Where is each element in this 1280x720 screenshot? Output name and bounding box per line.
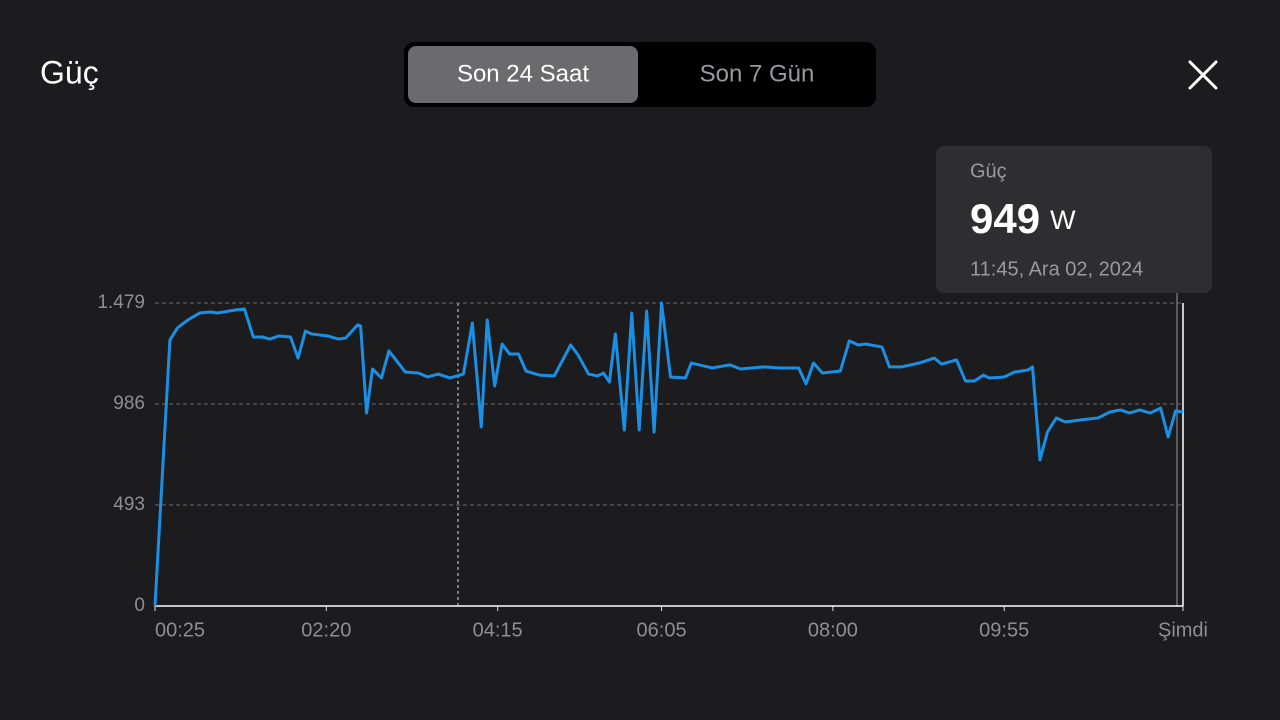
close-button[interactable]: [1188, 60, 1218, 90]
y-tick-label: 986: [113, 393, 145, 414]
tooltip-number: 949: [970, 195, 1040, 242]
line-series: [153, 301, 1184, 607]
tab-selected[interactable]: [408, 46, 638, 103]
tooltip-time: 11:45, Ara 02, 2024: [970, 258, 1143, 280]
tooltip-unit: W: [1050, 205, 1076, 235]
title: Güç: [40, 54, 99, 90]
x-tick-label: 09:55: [979, 619, 1029, 641]
x-tick-label: 00:25: [155, 619, 205, 641]
plot: 0 493 986 1.479 00:25 02:20 04:15 06:05 08:00 09:…: [97, 292, 1208, 641]
x-tick-label: 04:15: [473, 619, 523, 641]
y-tick-label: 493: [113, 494, 145, 515]
x-tick-label: Şimdi: [1158, 619, 1208, 641]
x-tick-label: 06:05: [637, 619, 687, 641]
y-tick-label: 0: [134, 595, 145, 616]
tooltip-value: 949 W: [970, 195, 1076, 242]
x-tick-label: 02:20: [301, 619, 351, 641]
tab[interactable]: Son 24 Saat: [457, 60, 589, 87]
tab[interactable]: Son 7 Gün: [700, 60, 815, 87]
y-tick-label: 1.479: [97, 292, 145, 313]
tooltip-label: Güç: [970, 160, 1007, 182]
x-tick-label: 08:00: [808, 619, 858, 641]
tooltip: [936, 146, 1212, 293]
